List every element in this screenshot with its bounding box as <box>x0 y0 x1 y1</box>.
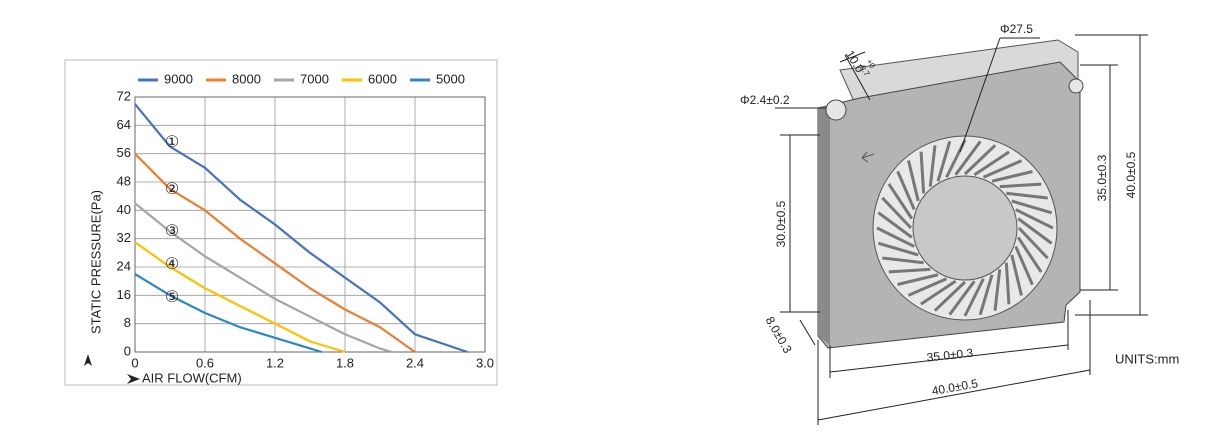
blade <box>920 279 957 306</box>
blade <box>973 150 1010 177</box>
legend-label: 8000 <box>232 71 261 86</box>
dimension-label: 40.0±0.5 <box>1124 151 1138 198</box>
blade <box>907 160 920 202</box>
blade <box>882 256 924 265</box>
blade <box>1017 217 1053 245</box>
x-axis-arrow <box>127 374 140 384</box>
dimension-lines <box>775 34 1148 425</box>
blade <box>982 159 1023 179</box>
blade <box>999 182 1042 189</box>
x-tick-label: 1.2 <box>266 355 284 370</box>
legend-label: 5000 <box>436 71 465 86</box>
y-tick-label: 24 <box>117 258 131 273</box>
dimension-label: 35.0±0.3 <box>1095 154 1109 201</box>
impeller-hub <box>912 175 1018 281</box>
x-axis-label: AIR FLOW(CFM) <box>142 370 242 385</box>
blade <box>948 280 976 316</box>
blade <box>933 280 967 312</box>
y-tick-label: 64 <box>117 117 131 132</box>
series-line <box>134 152 416 353</box>
blade <box>1006 191 1048 200</box>
mount-hole <box>1068 78 1084 94</box>
legend-label: 9000 <box>164 71 193 86</box>
blade <box>1014 245 1034 286</box>
series-line <box>134 202 392 354</box>
blade <box>1004 262 1011 305</box>
fan-drawing <box>817 39 1084 349</box>
blade <box>877 211 913 239</box>
blade <box>963 278 985 317</box>
series-line <box>134 103 468 354</box>
chart-frame <box>64 59 498 386</box>
impeller-blades <box>876 139 1054 317</box>
curve-annotation: ④ <box>165 256 179 273</box>
blade <box>896 170 916 211</box>
y-tick-label: 56 <box>117 145 131 160</box>
dimension-label: 35.0±0.3 <box>926 346 974 365</box>
curve-annotation: ② <box>165 181 179 198</box>
mount-hole <box>825 99 847 121</box>
x-tick-label: 0 <box>131 355 138 370</box>
blade <box>897 273 939 286</box>
units-label: UNITS:mm <box>1115 351 1179 366</box>
blade <box>1010 254 1023 296</box>
y-tick-label: 48 <box>117 173 131 188</box>
y-tick-label: 8 <box>124 315 131 330</box>
series-line <box>134 241 346 354</box>
blade <box>963 144 997 176</box>
x-tick-label: 1.8 <box>336 355 354 370</box>
legend-label: 6000 <box>368 71 397 86</box>
y-tick-label: 40 <box>117 202 131 217</box>
dimension-label: 8.0±0.3 <box>763 314 795 356</box>
blade <box>876 226 915 248</box>
fan-side <box>818 105 830 345</box>
curve-annotation: ① <box>165 134 179 151</box>
blade <box>877 241 919 257</box>
x-tick-label: 0.6 <box>196 355 214 370</box>
blade <box>928 145 937 187</box>
y-axis-arrow <box>84 354 92 366</box>
y-tick-label: 32 <box>117 230 131 245</box>
curve-annotation: ③ <box>165 223 179 240</box>
blade <box>887 183 914 220</box>
x-tick-label: 2.4 <box>406 355 424 370</box>
legend-label: 7000 <box>300 71 329 86</box>
blade <box>993 269 1002 311</box>
x-tick-label: 3.0 <box>476 355 494 370</box>
flow-arrow <box>861 151 875 163</box>
blade <box>1017 226 1049 260</box>
y-tick-label: 72 <box>117 88 131 103</box>
blade <box>907 277 948 297</box>
blade <box>888 267 931 274</box>
blade <box>1011 199 1053 215</box>
blade <box>978 274 994 316</box>
chart: 0 8 16 24 32 40 48 56 64 72 0 0.6 1.2 1.8 2.4 3.0 9000 80… <box>117 71 495 370</box>
dimension-label: 30.0±0.5 <box>774 200 788 247</box>
curve-annotation: ⑤ <box>165 289 179 306</box>
plot-frame <box>134 96 486 353</box>
hole-label: Φ2.4±0.2 <box>740 93 790 107</box>
y-tick-label: 16 <box>117 287 131 302</box>
blade <box>936 140 952 182</box>
blade <box>881 196 913 230</box>
blade <box>919 151 926 194</box>
blade <box>1016 236 1043 273</box>
y-tick-label: 0 <box>124 343 131 358</box>
blade <box>991 170 1033 183</box>
y-axis-label: STATIC PRESSURE(Pa) <box>88 190 103 334</box>
fan-diameter-label: Φ27.5 <box>1000 22 1033 36</box>
blade <box>1015 208 1054 230</box>
blade <box>954 140 982 176</box>
series-line <box>134 273 322 354</box>
